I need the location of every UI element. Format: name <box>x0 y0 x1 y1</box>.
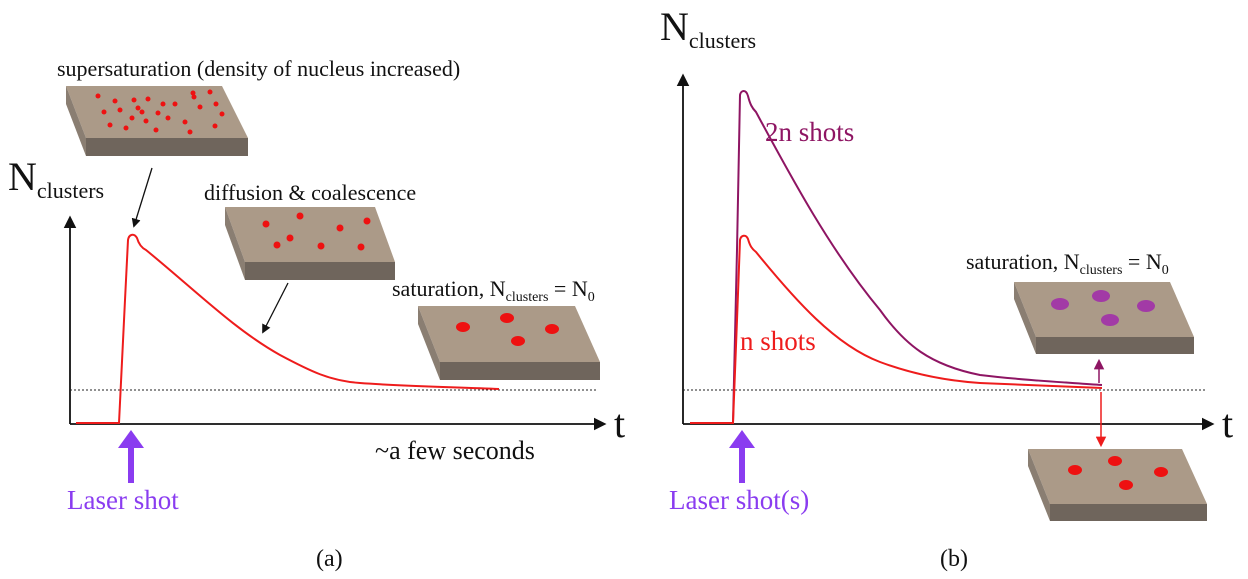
panel-b-curve-n-label: n shots <box>740 326 816 356</box>
panel-b-curve-2n <box>690 90 1103 424</box>
panel-b-x-label: t <box>1222 401 1233 446</box>
panel-a-time-note: ~a few seconds <box>375 436 535 465</box>
panel-a-diffusion-label: diffusion & coalescence <box>204 180 416 205</box>
panel-a-caption: (a) <box>316 546 343 572</box>
panel-a-substrate-diffusion <box>225 207 395 280</box>
panel-a-pointer-supersaturation <box>131 167 153 228</box>
panel-b-laser-arrow <box>729 430 755 483</box>
panel-a-x-label: t <box>614 401 625 446</box>
panel-b-substrate-2n <box>1014 282 1194 354</box>
panel-a-y-label: Nclusters <box>8 154 104 203</box>
panel-b-curve-n <box>690 234 1103 424</box>
panel-a-laser-arrow <box>118 430 144 483</box>
panel-b-saturation-label: saturation, Nclusters = N0 <box>966 249 1169 279</box>
panel-a-supersaturation-label: supersaturation (density of nucleus incr… <box>57 56 460 81</box>
panel-b-curve-2n-label: 2n shots <box>765 117 854 147</box>
panel-b-caption: (b) <box>940 546 968 572</box>
panel-b-y-label: Nclusters <box>660 4 756 53</box>
panel-a: Nclusters t ~a few seconds Laser shot su… <box>8 56 625 572</box>
panel-a-substrate-saturation <box>418 306 600 380</box>
panel-a-pointer-diffusion <box>262 282 289 334</box>
panel-a-curve <box>76 233 500 424</box>
panel-b-laser-label: Laser shot(s) <box>669 485 809 515</box>
panel-b-substrate-n <box>1028 449 1207 521</box>
panel-a-laser-label: Laser shot <box>67 485 179 515</box>
panel-a-substrate-supersaturation <box>66 86 248 156</box>
panel-b: Nclusters t 2n shots n shots Laser shot(… <box>660 4 1233 572</box>
panel-a-saturation-label: saturation, Nclusters = N0 <box>392 276 595 306</box>
